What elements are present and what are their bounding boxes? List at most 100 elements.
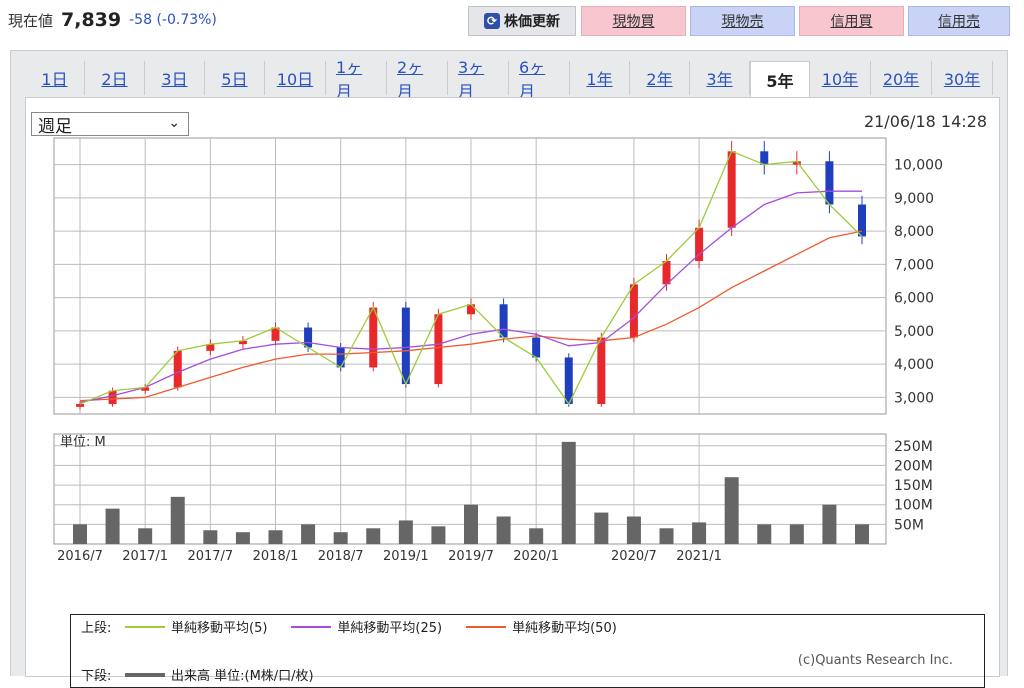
candle-body — [336, 347, 345, 368]
candle-body — [662, 261, 671, 285]
volume-bar — [398, 520, 413, 544]
refresh-icon: ⟳ — [484, 13, 500, 29]
volume-bar — [105, 508, 120, 544]
copyright-credit: (c)Quants Research Inc. — [797, 653, 953, 668]
candle-body — [141, 387, 150, 391]
candle-body — [760, 151, 769, 165]
x-tick-label: 2020/1 — [513, 549, 559, 564]
y-tick-label: 10,000 — [894, 158, 943, 174]
volume-bar — [757, 524, 772, 544]
y-tick-label: 5,000 — [894, 324, 934, 340]
refresh-label: 株価更新 — [504, 14, 560, 30]
volume-bar — [855, 524, 869, 544]
candle-body — [369, 307, 378, 368]
volume-bar — [301, 524, 316, 544]
y-tick-label: 3,000 — [894, 390, 934, 406]
ma5-line — [79, 150, 863, 406]
legend-volume-label: 出来高 単位:(M株/口/枚) — [171, 669, 314, 684]
volume-bar — [724, 477, 739, 544]
tab-2[interactable]: 3日 — [145, 61, 205, 95]
tab-13[interactable]: 10年 — [810, 61, 871, 95]
spot-sell-button[interactable]: 現物売 — [690, 6, 795, 36]
x-tick-label: 2016/7 — [57, 549, 103, 564]
legend-ma5-label: 単純移動平均(5) — [171, 621, 268, 636]
candle-body — [532, 337, 541, 358]
legend-upper-tag: 上段: — [81, 621, 112, 636]
candle-body — [695, 227, 704, 262]
tab-4[interactable]: 10日 — [265, 61, 326, 95]
legend-ma25: 単純移動平均(25) — [291, 617, 442, 636]
quote-bar: 現在値 7,839 -58 (-0.73%) — [8, 6, 217, 34]
volume-bar — [496, 516, 511, 544]
legend-ma50-label: 単純移動平均(50) — [512, 621, 617, 636]
tab-11[interactable]: 3年 — [690, 61, 750, 95]
candle-body — [858, 204, 866, 237]
legend-ma5: 単純移動平均(5) — [125, 617, 267, 636]
x-tick-label: 2018/7 — [318, 549, 364, 564]
current-price: 7,839 — [61, 9, 122, 31]
volume-bar — [138, 528, 153, 544]
margin-buy-button[interactable]: 信用買 — [799, 6, 904, 36]
volume-bar — [464, 504, 478, 544]
tab-7[interactable]: 3ヶ月 — [448, 58, 509, 101]
candle-body — [238, 340, 247, 345]
vol-tick-label: 150M — [894, 478, 933, 494]
current-price-label: 現在値 — [8, 11, 54, 30]
ma50-line — [79, 230, 863, 402]
x-tick-label: 2017/1 — [122, 549, 168, 564]
candle-body — [727, 151, 736, 228]
margin-sell-button[interactable]: 信用売 — [908, 6, 1010, 36]
period-select[interactable]: 週足 ⌄ — [31, 112, 189, 137]
price-plot-frame — [53, 137, 887, 415]
tab-15[interactable]: 30年 — [932, 61, 993, 95]
volume-bar — [692, 522, 707, 544]
tab-6[interactable]: 2ヶ月 — [387, 58, 448, 101]
tab-9[interactable]: 1年 — [570, 61, 630, 95]
chart-timestamp: 21/06/18 14:28 — [863, 112, 987, 131]
x-tick-label: 2021/1 — [676, 549, 722, 564]
volume-bar — [170, 496, 185, 544]
legend-lower-tag: 下段: — [81, 669, 112, 684]
candle-body — [304, 327, 313, 348]
y-tick-label: 7,000 — [894, 257, 934, 273]
vol-tick-label: 100M — [894, 498, 933, 514]
chevron-down-icon: ⌄ — [168, 115, 180, 131]
volume-bar — [203, 530, 218, 544]
vol-tick-label: 200M — [894, 458, 933, 474]
candle-body — [173, 350, 182, 388]
period-tabs: 1日 2日 3日 5日 10日 1ヶ月 2ヶ月 3ヶ月 6ヶ月 1年 2年 3年 5年 10年 20年 30年 — [11, 58, 1007, 101]
ma25-line — [79, 190, 862, 404]
volume-bar — [73, 524, 87, 544]
tab-14[interactable]: 20年 — [871, 61, 932, 95]
volume-bar — [366, 528, 381, 544]
volume-bar — [268, 530, 283, 544]
volume-bar — [561, 441, 576, 544]
x-tick-label: 2019/1 — [383, 549, 429, 564]
volume-bar — [431, 526, 446, 544]
volume-bar — [235, 532, 250, 544]
x-tick-label: 2018/1 — [253, 549, 299, 564]
spot-buy-button[interactable]: 現物買 — [581, 6, 686, 36]
y-tick-label: 9,000 — [894, 191, 934, 207]
volume-bar — [822, 504, 837, 544]
price-change: -58 (-0.73%) — [129, 12, 217, 28]
tab-12[interactable]: 5年 — [750, 61, 810, 97]
candle-body — [206, 344, 215, 351]
volume-bar — [594, 512, 609, 544]
volume-bar — [333, 532, 348, 544]
tab-10[interactable]: 2年 — [630, 61, 690, 95]
candle-body — [401, 307, 410, 385]
tab-0[interactable]: 1日 — [25, 61, 85, 95]
tab-3[interactable]: 5日 — [205, 61, 265, 95]
tab-5[interactable]: 1ヶ月 — [326, 58, 387, 101]
volume-bar — [789, 524, 804, 544]
tab-8[interactable]: 6ヶ月 — [509, 58, 570, 101]
x-tick-label: 2017/7 — [187, 549, 233, 564]
refresh-price-button[interactable]: ⟳ 株価更新 — [468, 6, 576, 36]
tab-1[interactable]: 2日 — [85, 61, 145, 95]
candle-body — [597, 337, 606, 405]
candle-body — [825, 161, 834, 205]
volume-bar — [659, 528, 674, 544]
x-tick-label: 2019/7 — [448, 549, 494, 564]
legend-volume: 出来高 単位:(M株/口/枚) — [125, 665, 314, 684]
